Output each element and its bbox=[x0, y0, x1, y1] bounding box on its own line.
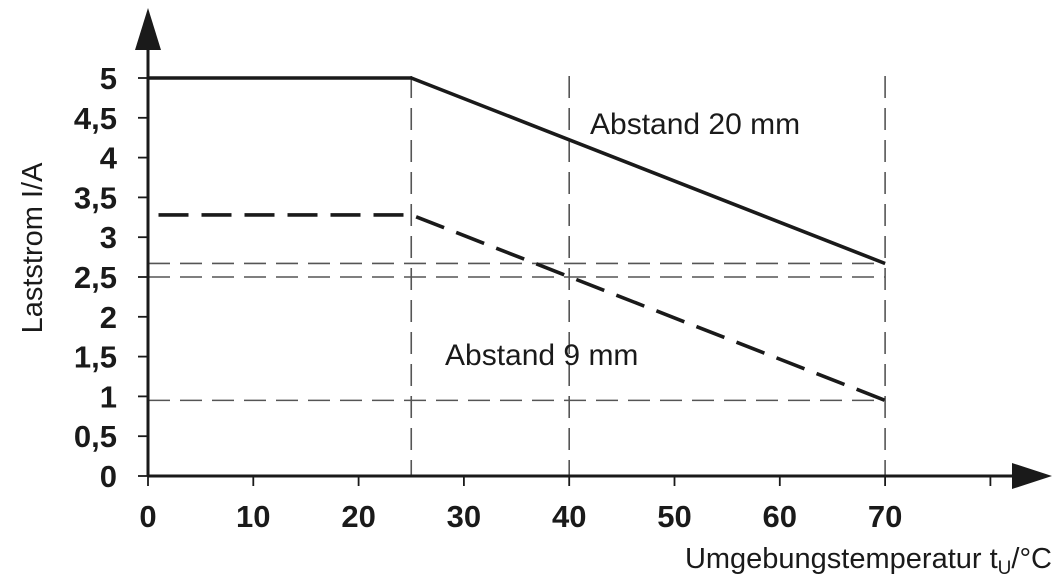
y-tick-label: 4 bbox=[100, 141, 118, 176]
y-tick-label: 1,5 bbox=[74, 340, 117, 375]
x-axis-title-sub: U bbox=[998, 558, 1012, 578]
series-label-9mm: Abstand 9 mm bbox=[445, 339, 638, 372]
y-ticks: 0 0,5 1 1,5 2 2,5 3 3,5 4 4,5 5 bbox=[74, 61, 148, 494]
x-tick-label: 70 bbox=[868, 499, 902, 534]
series-labels: Abstand 20 mm Abstand 9 mm bbox=[445, 108, 800, 372]
x-axis-arrow-icon bbox=[1012, 463, 1052, 489]
series-line-9mm bbox=[158, 213, 886, 403]
reference-lines bbox=[148, 76, 886, 476]
y-axis-title: Laststrom I/A bbox=[17, 162, 49, 333]
x-axis-title: Umgebungstemperatur tU/°C bbox=[685, 543, 1052, 578]
y-tick-label: 5 bbox=[100, 61, 117, 96]
x-tick-label: 10 bbox=[236, 499, 270, 534]
x-tick-label: 20 bbox=[341, 499, 375, 534]
x-tick-label: 50 bbox=[657, 499, 691, 534]
y-tick-label: 0,5 bbox=[74, 419, 117, 454]
axes bbox=[135, 8, 1052, 489]
x-tick-label: 60 bbox=[763, 499, 797, 534]
y-axis-arrow-icon bbox=[135, 8, 161, 50]
series-lines bbox=[148, 76, 886, 403]
y-tick-label: 3 bbox=[100, 220, 117, 255]
y-tick-label: 2,5 bbox=[74, 260, 117, 295]
x-axis-title-main: Umgebungstemperatur t bbox=[685, 543, 998, 575]
x-tick-label: 40 bbox=[552, 499, 586, 534]
y-tick-label: 2 bbox=[100, 300, 117, 335]
series-line-20mm bbox=[148, 76, 886, 266]
x-tick-label: 0 bbox=[139, 499, 156, 534]
y-tick-label: 4,5 bbox=[74, 101, 117, 136]
y-tick-label: 0 bbox=[100, 459, 117, 494]
x-ticks: 0 10 20 30 40 50 60 70 bbox=[139, 476, 992, 534]
y-tick-label: 1 bbox=[100, 379, 117, 414]
y-tick-label: 3,5 bbox=[74, 180, 117, 215]
x-axis-title-unit: /°C bbox=[1011, 543, 1052, 575]
series-label-20mm: Abstand 20 mm bbox=[590, 108, 800, 141]
x-tick-label: 30 bbox=[447, 499, 481, 534]
